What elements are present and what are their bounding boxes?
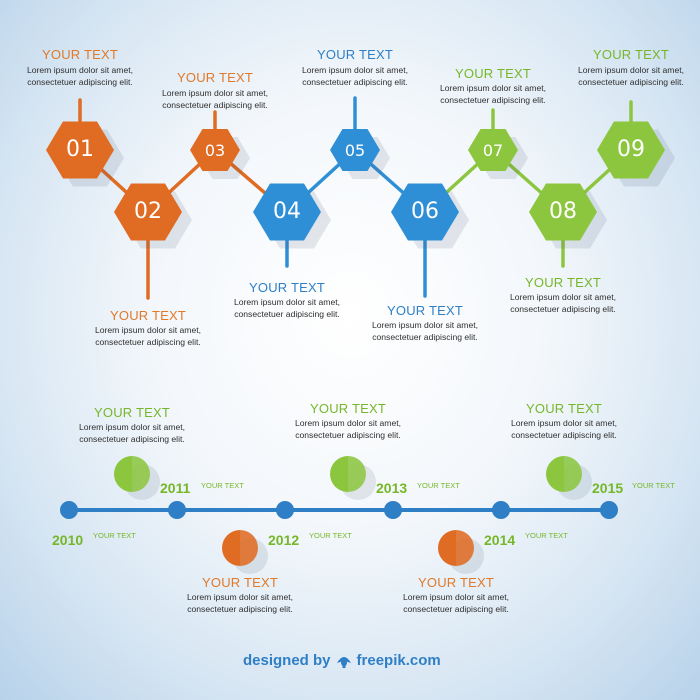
timeline-year: 2013 [376, 480, 408, 496]
hexagon-number: 03 [204, 140, 226, 160]
hexagon-step-5: 05 [330, 129, 390, 179]
timeline-year: 2014 [484, 532, 516, 548]
hexagon-number: 07 [482, 140, 504, 160]
hexagon-step-title: YOUR TEXT [42, 47, 118, 62]
hexagon-shape [391, 183, 459, 241]
timeline-year-label: YOUR TEXT [201, 481, 244, 490]
timeline-dot [384, 501, 402, 519]
hexagon-step-8: 08 [529, 183, 607, 249]
hexagon-shape [468, 129, 518, 171]
timeline-year-label: YOUR TEXT [417, 481, 460, 490]
hexagon-step-7: 07 [468, 129, 528, 179]
hexagon-step-description: Lorem ipsum dolor sit amet, consectetuer… [577, 65, 685, 87]
milestone-description: Lorem ipsum dolor sit amet, consectetuer… [510, 418, 618, 440]
hexagon-step-title: YOUR TEXT [110, 308, 186, 323]
hexagon-step-3: 03 [190, 129, 250, 179]
hexagon-shape [46, 121, 114, 179]
milestone-description: Lorem ipsum dolor sit amet, consectetuer… [78, 422, 186, 444]
milestone-title: YOUR TEXT [310, 401, 386, 416]
hexagon-step-title: YOUR TEXT [249, 280, 325, 295]
milestone-circle-green [330, 456, 366, 492]
footer-credit[interactable]: designed by freepik.com [243, 652, 441, 669]
hexagon-step-description: Lorem ipsum dolor sit amet, consectetuer… [509, 292, 617, 314]
hexagon-step-description: Lorem ipsum dolor sit amet, consectetuer… [439, 83, 547, 105]
timeline-year: 2010 [52, 532, 84, 548]
timeline-dot [600, 501, 618, 519]
hexagon-step-title: YOUR TEXT [455, 66, 531, 81]
timeline-dot [492, 501, 510, 519]
timeline-year: 2015 [592, 480, 624, 496]
milestone-title: YOUR TEXT [526, 401, 602, 416]
hexagon-step-description: Lorem ipsum dolor sit amet, consectetuer… [233, 297, 341, 319]
timeline-dot [168, 501, 186, 519]
milestone-circle-orange [222, 530, 258, 566]
milestone-description: Lorem ipsum dolor sit amet, consectetuer… [294, 418, 402, 440]
hexagon-step-2: 02 [114, 183, 192, 249]
hexagon-step-description: Lorem ipsum dolor sit amet, consectetuer… [161, 88, 269, 110]
timeline-year: 2012 [268, 532, 300, 548]
designed-by-label: designed by [243, 652, 331, 669]
timeline-year-label: YOUR TEXT [632, 481, 675, 490]
timeline-line [68, 508, 610, 512]
brand-link[interactable]: freepik.com [356, 652, 441, 669]
timeline-year: 2011 [160, 480, 191, 496]
hexagon-shape [330, 129, 380, 171]
hexagon-step-6: 06 [391, 183, 469, 249]
hexagon-step-title: YOUR TEXT [177, 70, 253, 85]
hexagon-step-title: YOUR TEXT [525, 275, 601, 290]
hexagon-step-description: Lorem ipsum dolor sit amet, consectetuer… [94, 325, 202, 347]
hexagon-number: 01 [66, 137, 94, 163]
timeline-year-label: YOUR TEXT [93, 531, 136, 540]
hexagon-number: 02 [134, 199, 162, 225]
hexagon-step-1: 01 [46, 121, 124, 187]
hexagon-number: 08 [549, 199, 577, 225]
milestone-circle-green [114, 456, 150, 492]
milestone-title: YOUR TEXT [94, 405, 170, 420]
timeline-dot [276, 501, 294, 519]
timeline-year-label: YOUR TEXT [309, 531, 352, 540]
milestone-circle-green [546, 456, 582, 492]
hexagon-step-description: Lorem ipsum dolor sit amet, consectetuer… [371, 320, 479, 342]
hexagon-shape [253, 183, 321, 241]
timeline-year-label: YOUR TEXT [525, 531, 568, 540]
hexagon-number: 05 [344, 140, 366, 160]
milestone-description: Lorem ipsum dolor sit amet, consectetuer… [186, 592, 294, 614]
milestone-title: YOUR TEXT [418, 575, 494, 590]
hexagon-step-4: 04 [253, 183, 331, 249]
milestone-description: Lorem ipsum dolor sit amet, consectetuer… [402, 592, 510, 614]
milestone-title: YOUR TEXT [202, 575, 278, 590]
hexagon-number: 04 [273, 199, 301, 225]
hexagon-step-description: Lorem ipsum dolor sit amet, consectetuer… [26, 65, 134, 87]
hexagon-step-title: YOUR TEXT [317, 47, 393, 62]
hexagon-step-title: YOUR TEXT [593, 47, 669, 62]
hexagon-step-9: 09 [597, 121, 675, 187]
timeline-dot [60, 501, 78, 519]
hexagon-step-description: Lorem ipsum dolor sit amet, consectetuer… [301, 65, 409, 87]
hexagon-step-title: YOUR TEXT [387, 303, 463, 318]
freepik-logo-icon [336, 656, 351, 668]
milestone-circle-orange [438, 530, 474, 566]
hexagon-number: 09 [617, 137, 645, 163]
hexagon-number: 06 [411, 199, 439, 225]
